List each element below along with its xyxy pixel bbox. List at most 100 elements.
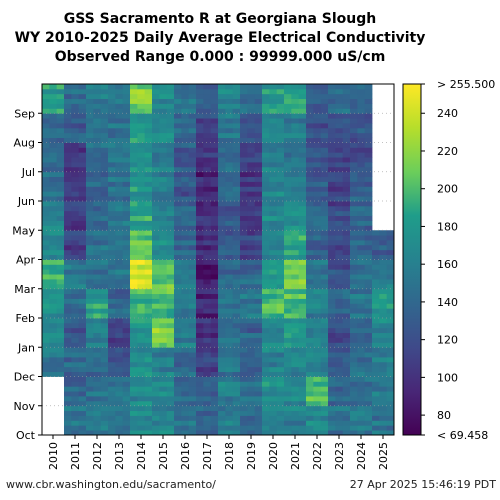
heatmap-cell bbox=[335, 391, 344, 397]
heatmap-cell bbox=[357, 264, 366, 270]
heatmap-cells bbox=[42, 84, 395, 436]
heatmap-cell bbox=[174, 381, 182, 387]
heatmap-cell bbox=[42, 186, 50, 192]
heatmap-cell bbox=[232, 98, 241, 104]
heatmap-cell bbox=[218, 118, 226, 124]
heatmap-cell bbox=[298, 152, 307, 158]
heatmap-cell bbox=[350, 279, 358, 285]
heatmap-cell bbox=[364, 176, 373, 182]
heatmap-cell bbox=[269, 313, 278, 319]
heatmap-cell bbox=[218, 313, 226, 319]
heatmap-cell bbox=[174, 132, 182, 139]
heatmap-cell bbox=[247, 230, 256, 236]
heatmap-cell bbox=[181, 240, 190, 246]
heatmap-cell bbox=[78, 118, 87, 124]
heatmap-cell bbox=[144, 113, 153, 119]
heatmap-cell bbox=[313, 147, 322, 153]
heatmap-cell bbox=[232, 332, 241, 338]
heatmap-cell bbox=[144, 405, 153, 412]
heatmap-cell bbox=[166, 313, 175, 319]
heatmap-cell bbox=[298, 361, 307, 368]
heatmap-cell bbox=[291, 264, 300, 270]
heatmap-cell bbox=[291, 142, 300, 148]
heatmap-cell bbox=[328, 215, 336, 221]
heatmap-cell bbox=[159, 396, 168, 402]
heatmap-cell bbox=[152, 381, 160, 387]
heatmap-cell bbox=[166, 137, 175, 143]
heatmap-cell bbox=[166, 298, 175, 304]
heatmap-cell bbox=[122, 337, 131, 343]
heatmap-cell bbox=[269, 308, 278, 314]
heatmap-cell bbox=[188, 405, 197, 412]
heatmap-cell bbox=[137, 186, 146, 192]
heatmap-cell bbox=[335, 162, 344, 168]
heatmap-cell bbox=[364, 386, 373, 392]
heatmap-cell bbox=[93, 308, 102, 314]
heatmap-cell bbox=[320, 230, 329, 236]
heatmap-cell bbox=[320, 137, 329, 143]
heatmap-cell bbox=[262, 347, 270, 353]
heatmap-cell bbox=[342, 215, 351, 221]
heatmap-cell bbox=[130, 137, 138, 143]
heatmap-cell bbox=[188, 318, 197, 324]
heatmap-cell bbox=[298, 298, 307, 304]
heatmap-cell bbox=[152, 430, 160, 436]
heatmap-cell bbox=[328, 196, 336, 202]
heatmap-cell bbox=[152, 98, 160, 104]
heatmap-cell bbox=[306, 332, 314, 338]
heatmap-cell bbox=[291, 157, 300, 163]
heatmap-cell bbox=[137, 410, 146, 416]
y-tick-label-sep: Sep bbox=[14, 107, 35, 120]
heatmap-cell bbox=[276, 230, 285, 236]
heatmap-cell bbox=[364, 142, 373, 148]
heatmap-cell bbox=[335, 288, 344, 295]
heatmap-cell bbox=[269, 347, 278, 353]
heatmap-cell bbox=[100, 415, 109, 421]
heatmap-cell bbox=[196, 240, 204, 246]
heatmap-cell bbox=[218, 283, 226, 290]
heatmap-cell bbox=[320, 415, 329, 421]
heatmap-cell bbox=[306, 279, 314, 285]
y-tick-label-may: May bbox=[12, 224, 35, 237]
heatmap-cell bbox=[78, 366, 87, 373]
heatmap-cell bbox=[42, 201, 50, 207]
heatmap-cell bbox=[357, 357, 366, 363]
heatmap-cell bbox=[306, 103, 314, 109]
heatmap-cell bbox=[225, 425, 234, 431]
heatmap-cell bbox=[100, 337, 109, 343]
heatmap-cell bbox=[218, 166, 226, 173]
heatmap-cell bbox=[86, 322, 94, 329]
heatmap-cell bbox=[196, 405, 204, 412]
heatmap-cell bbox=[298, 196, 307, 202]
heatmap-cell bbox=[298, 371, 307, 377]
heatmap-cell bbox=[166, 186, 175, 192]
heatmap-cell bbox=[210, 220, 219, 226]
heatmap-cell bbox=[357, 123, 366, 129]
heatmap-cell bbox=[364, 396, 373, 402]
heatmap-cell bbox=[130, 132, 138, 139]
heatmap-cell bbox=[342, 425, 351, 431]
heatmap-cell bbox=[166, 322, 175, 329]
colorbar-tick-label-200: 200 bbox=[437, 183, 458, 196]
heatmap-cell bbox=[232, 127, 241, 134]
heatmap-cell bbox=[71, 132, 80, 139]
heatmap-cell bbox=[218, 181, 226, 187]
heatmap-cell bbox=[342, 371, 351, 377]
heatmap-cell bbox=[247, 386, 256, 392]
heatmap-cell bbox=[42, 118, 50, 124]
heatmap-cell bbox=[93, 298, 102, 304]
heatmap-cell bbox=[342, 205, 351, 212]
heatmap-cell bbox=[254, 132, 263, 139]
heatmap-cell bbox=[159, 152, 168, 158]
heatmap-cell bbox=[276, 361, 285, 368]
heatmap-cell bbox=[174, 366, 182, 373]
heatmap-cell bbox=[64, 405, 72, 412]
heatmap-cell bbox=[291, 84, 300, 90]
heatmap-cell bbox=[284, 240, 292, 246]
heatmap-cell bbox=[269, 254, 278, 260]
heatmap-cell bbox=[298, 400, 307, 407]
heatmap-cell bbox=[254, 191, 263, 197]
heatmap-cell bbox=[108, 410, 116, 416]
heatmap-cell bbox=[225, 376, 234, 382]
heatmap-cell bbox=[93, 420, 102, 426]
